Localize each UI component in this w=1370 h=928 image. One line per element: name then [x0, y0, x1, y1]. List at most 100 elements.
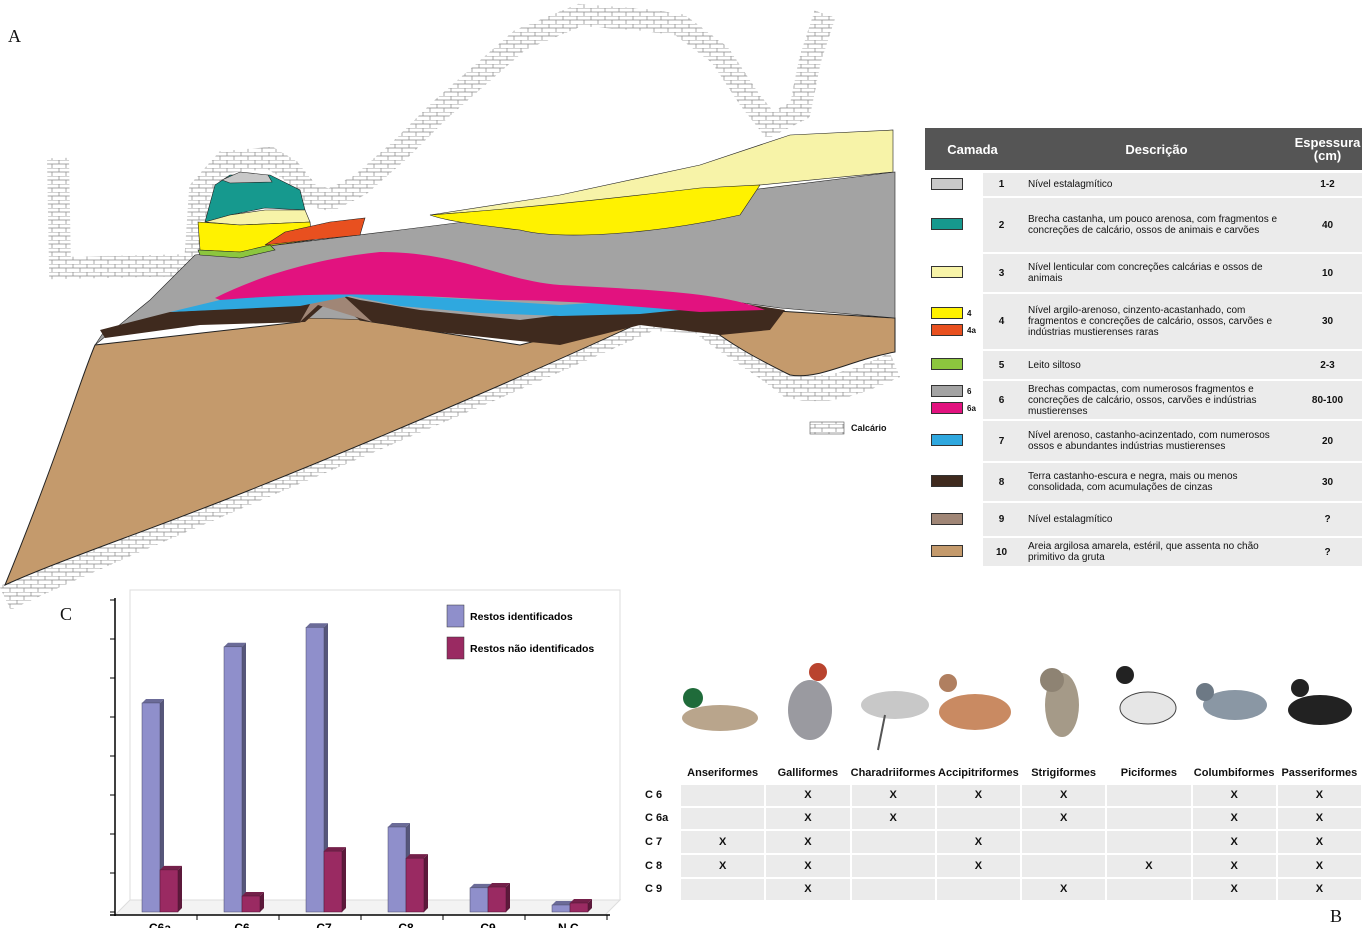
column-header: Passeriformes — [1277, 768, 1362, 779]
figure: C6aC6C7C8C9N.C.Restos identificadosResto… — [0, 0, 1370, 928]
legend-swatch — [931, 218, 963, 230]
table-cell: X — [766, 831, 849, 853]
legend-swatch — [931, 178, 963, 190]
bar — [224, 647, 242, 912]
legend-swatch — [931, 402, 963, 414]
legend-swatch — [447, 605, 464, 627]
table-cell: X — [852, 808, 935, 829]
legend-label: Restos não identificados — [470, 643, 594, 655]
bird-head — [1116, 666, 1134, 684]
bar-chart: C6aC6C7C8C9N.C.Restos identificadosResto… — [110, 590, 620, 928]
row-label: C 8 — [645, 855, 662, 877]
column-header: Anseriformes — [680, 768, 765, 779]
layer-cell: 7 — [983, 421, 1020, 461]
layer-cell: 8 — [983, 463, 1020, 501]
table-cell — [681, 785, 764, 806]
cross-section — [5, 14, 895, 598]
table-cell: X — [1022, 785, 1105, 806]
table-cell — [681, 808, 764, 829]
description-cell: Brechas compactas, com numerosos fragmen… — [1020, 381, 1283, 419]
table-cell: X — [937, 855, 1020, 877]
thickness-cell: 2-3 — [1293, 351, 1362, 379]
description-cell: Nível estalagmítico — [1020, 173, 1283, 196]
x-tick-label: N.C. — [558, 921, 582, 928]
layer-cell: 6 — [983, 381, 1020, 419]
bar — [470, 888, 488, 912]
x-tick-label: C6a — [149, 921, 171, 928]
header-cell: Camada — [925, 128, 1020, 170]
swatch-label: 4 — [967, 308, 971, 319]
row-label: C 9 — [645, 879, 662, 900]
layer-cell: 9 — [983, 503, 1020, 536]
bar — [306, 627, 324, 912]
bird-icon — [788, 680, 832, 740]
table-cell — [1022, 831, 1105, 853]
thickness-cell: 30 — [1293, 463, 1362, 501]
legend-swatch — [931, 324, 963, 336]
bird-icon — [939, 694, 1011, 730]
table-cell — [937, 808, 1020, 829]
table-cell: X — [1022, 808, 1105, 829]
table-cell — [1107, 808, 1190, 829]
bird-head — [809, 663, 827, 681]
description-cell: Leito siltoso — [1020, 351, 1283, 379]
table-cell: X — [1107, 855, 1190, 877]
bar — [160, 870, 178, 912]
chart-floor — [115, 900, 620, 915]
table-cell — [681, 879, 764, 900]
bar — [324, 851, 342, 912]
table-cell — [1107, 785, 1190, 806]
layer-cell: 4 — [983, 294, 1020, 349]
bird-head — [1196, 683, 1214, 701]
column-header: Columbiformes — [1192, 768, 1277, 779]
legend-swatch — [931, 475, 963, 487]
bar — [406, 858, 424, 912]
bar-side — [424, 854, 428, 912]
layer-1 — [222, 172, 272, 183]
table-cell: X — [1278, 879, 1361, 900]
description-cell: Areia argilosa amarela, estéril, que ass… — [1020, 538, 1283, 566]
column-header: Piciformes — [1106, 768, 1191, 779]
limestone-swatch — [810, 422, 844, 434]
bird-icons — [682, 663, 1352, 750]
legend-swatch — [931, 545, 963, 557]
table-cell: X — [681, 855, 764, 877]
thickness-cell: 40 — [1293, 198, 1362, 252]
table-cell: X — [937, 831, 1020, 853]
bar-side — [242, 643, 246, 912]
table-cell — [937, 879, 1020, 900]
x-tick-label: C9 — [480, 921, 496, 928]
x-tick-label: C8 — [398, 921, 414, 928]
bird-leg — [878, 715, 885, 750]
table-cell: X — [766, 808, 849, 829]
bar — [488, 887, 506, 912]
table-cell: X — [1193, 808, 1276, 829]
description-cell: Nível estalagmítico — [1020, 503, 1283, 536]
description-cell: Terra castanho-escura e negra, mais ou m… — [1020, 463, 1283, 501]
row-label: C 7 — [645, 831, 662, 853]
bar — [388, 827, 406, 912]
table-cell — [1022, 855, 1105, 877]
table-cell — [852, 855, 935, 877]
table-cell: X — [1278, 855, 1361, 877]
description-cell: Nível lenticular com concreções calcária… — [1020, 254, 1283, 292]
panel-label: A — [8, 26, 21, 46]
legend-swatch — [931, 513, 963, 525]
table-cell: X — [766, 855, 849, 877]
header-cell: Descrição — [1020, 128, 1293, 170]
panel-label: B — [1330, 906, 1342, 926]
table-cell — [852, 831, 935, 853]
bar-side — [178, 866, 182, 912]
swatch-label: 6 — [967, 386, 971, 397]
bird-head — [939, 674, 957, 692]
layer-cell: 2 — [983, 198, 1020, 252]
description-cell: Nível argilo-arenoso, cinzento-acastanha… — [1020, 294, 1283, 349]
table-cell — [852, 879, 935, 900]
swatch-label: 4a — [967, 325, 976, 336]
bar — [242, 896, 260, 912]
table-cell: X — [766, 879, 849, 900]
bar — [142, 703, 160, 912]
bird-icon — [1288, 695, 1352, 725]
table-cell: X — [1193, 785, 1276, 806]
swatch-label: 6a — [967, 403, 976, 414]
